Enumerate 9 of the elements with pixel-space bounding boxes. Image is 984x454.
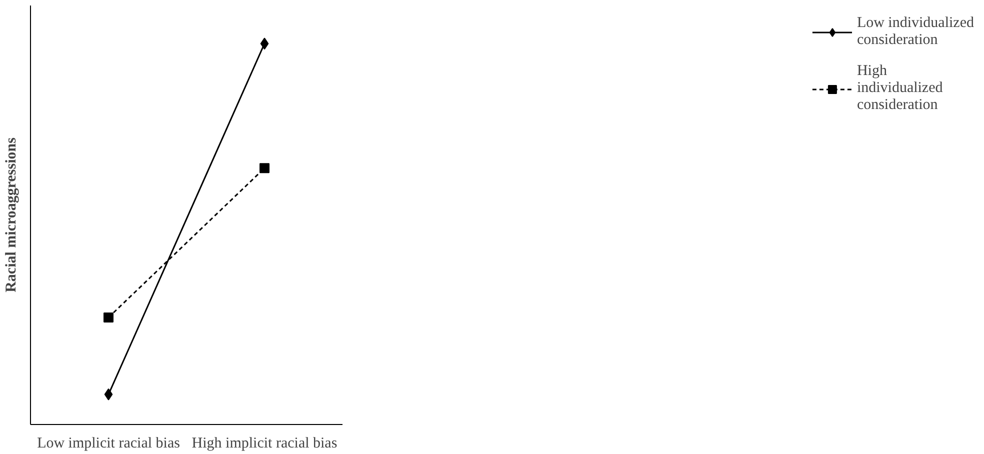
point — [104, 388, 113, 400]
legend-label: Low individualized consideration — [856, 15, 974, 49]
x-tick-label: High implicit racial bias — [192, 436, 338, 452]
x-tick-label: Low implicit racial bias — [37, 436, 180, 452]
legend-label: High individualized consideration — [856, 63, 943, 114]
y-axis-title: Racial microaggressions — [4, 137, 20, 292]
point — [260, 38, 269, 50]
point — [104, 312, 114, 322]
point — [260, 163, 270, 174]
